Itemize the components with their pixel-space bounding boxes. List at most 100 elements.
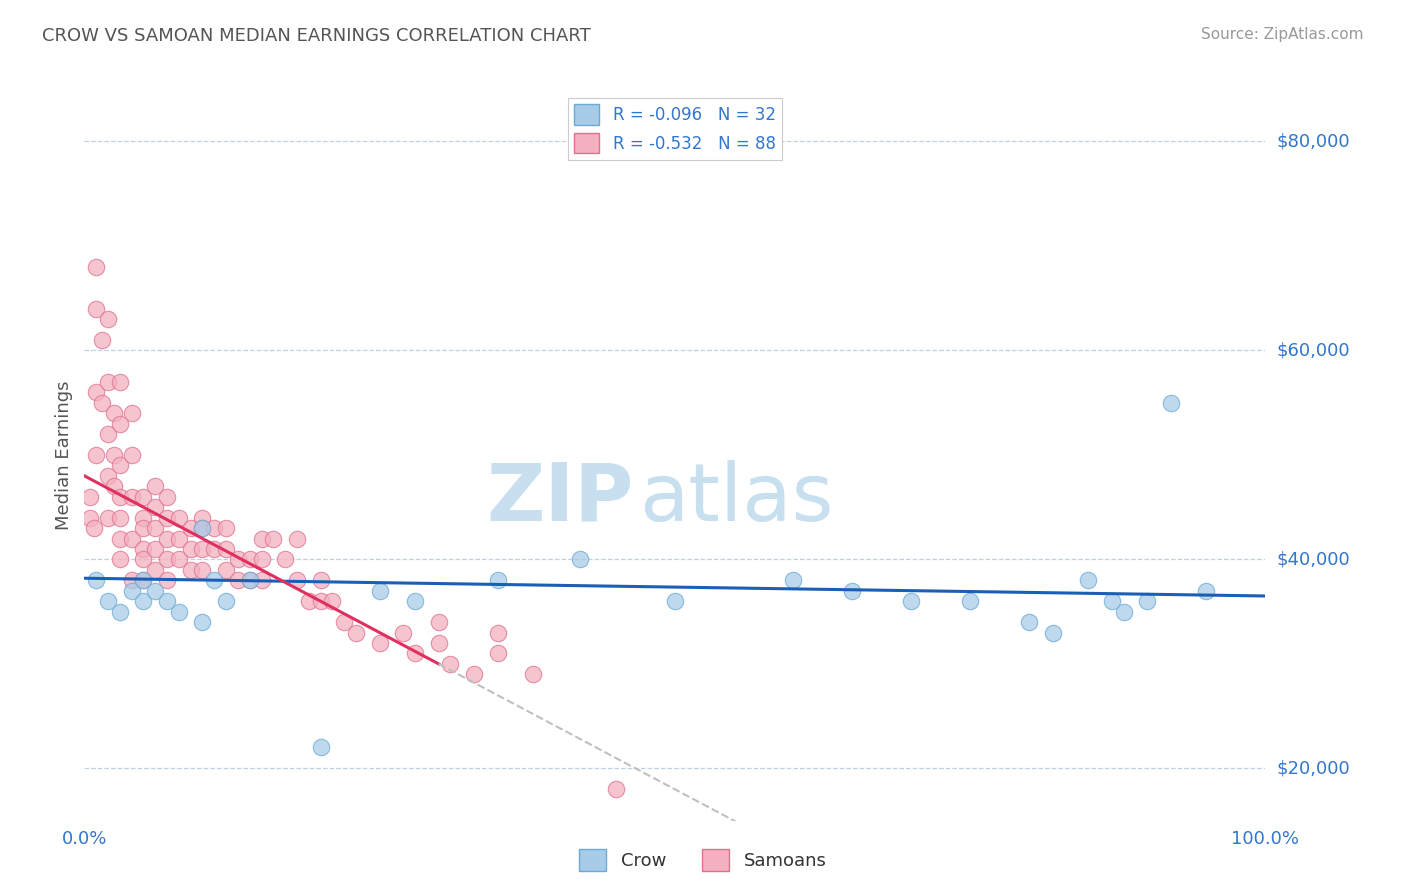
Point (97, 594, 120, 608)
Point (427, 615, 450, 629)
Point (1077, 574, 1099, 588)
Point (191, 615, 214, 629)
Point (215, 541, 238, 556)
Point (427, 636, 450, 650)
Point (463, 667, 485, 681)
Point (309, 740, 332, 755)
Point (180, 521, 202, 535)
Point (83, 521, 105, 535)
Point (250, 552, 273, 566)
Point (1101, 594, 1123, 608)
Point (132, 594, 155, 608)
Point (392, 625, 415, 640)
Point (167, 532, 190, 546)
Point (156, 594, 179, 608)
Point (97, 375, 120, 389)
Point (404, 647, 426, 661)
Point (108, 458, 131, 473)
Point (1018, 615, 1040, 629)
Point (239, 552, 262, 566)
Legend: Crow, Samoans: Crow, Samoans (572, 842, 834, 879)
Point (486, 625, 509, 640)
Point (202, 521, 225, 535)
Point (121, 490, 143, 504)
Point (143, 479, 166, 493)
Point (108, 552, 131, 566)
Point (79, 510, 101, 524)
Point (84, 448, 107, 462)
Point (167, 552, 190, 566)
Point (103, 448, 125, 462)
Point (108, 417, 131, 431)
Point (1042, 625, 1064, 640)
Point (486, 647, 509, 661)
Point (180, 541, 202, 556)
Point (103, 406, 125, 420)
Point (1136, 594, 1159, 608)
Point (226, 574, 249, 588)
Point (84, 574, 107, 588)
Point (250, 532, 273, 546)
Text: $80,000: $80,000 (1277, 132, 1350, 151)
Point (132, 490, 155, 504)
Point (132, 574, 155, 588)
Point (202, 574, 225, 588)
Point (191, 510, 214, 524)
Point (664, 594, 686, 608)
Point (569, 552, 592, 566)
Point (344, 625, 367, 640)
Point (91, 395, 114, 409)
Point (1112, 605, 1135, 619)
Point (97, 312, 120, 326)
Point (368, 583, 391, 598)
Point (226, 552, 249, 566)
Point (103, 479, 125, 493)
Point (239, 574, 262, 588)
Point (215, 521, 238, 535)
Legend: R = -0.096   N = 32, R = -0.532   N = 88: R = -0.096 N = 32, R = -0.532 N = 88 (568, 97, 782, 160)
Point (309, 574, 332, 588)
Point (167, 605, 190, 619)
Point (274, 552, 297, 566)
Point (121, 583, 143, 598)
Point (782, 574, 804, 588)
Text: Source: ZipAtlas.com: Source: ZipAtlas.com (1201, 27, 1364, 42)
Text: ZIP: ZIP (486, 459, 634, 538)
Point (959, 594, 981, 608)
Point (439, 657, 461, 671)
Point (97, 427, 120, 442)
Point (97, 468, 120, 483)
Point (79, 490, 101, 504)
Point (84, 301, 107, 316)
Point (215, 594, 238, 608)
Text: $60,000: $60,000 (1277, 342, 1350, 359)
Point (121, 532, 143, 546)
Point (298, 594, 321, 608)
Point (191, 541, 214, 556)
Point (285, 574, 308, 588)
Point (143, 583, 166, 598)
Text: CROW VS SAMOAN MEDIAN EARNINGS CORRELATION CHART: CROW VS SAMOAN MEDIAN EARNINGS CORRELATI… (42, 27, 591, 45)
Point (132, 541, 155, 556)
Point (191, 521, 214, 535)
Point (108, 605, 131, 619)
Point (108, 490, 131, 504)
Point (84, 260, 107, 274)
Point (97, 510, 120, 524)
Point (143, 521, 166, 535)
Point (143, 563, 166, 577)
Text: $20,000: $20,000 (1277, 759, 1350, 778)
Point (605, 782, 627, 797)
Point (167, 510, 190, 524)
Point (333, 615, 356, 629)
Point (108, 532, 131, 546)
Point (108, 375, 131, 389)
Point (250, 574, 273, 588)
Point (215, 563, 238, 577)
Point (180, 563, 202, 577)
Point (202, 541, 225, 556)
Point (1195, 583, 1218, 598)
Point (121, 406, 143, 420)
Point (404, 594, 426, 608)
Point (91, 333, 114, 347)
